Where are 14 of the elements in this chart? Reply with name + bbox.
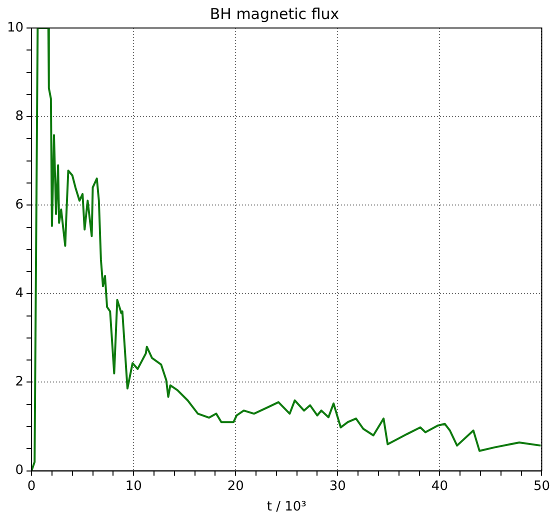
x-tick-label: 10	[125, 478, 142, 494]
y-tick-label: 10	[6, 20, 24, 36]
y-tick-label: 0	[15, 463, 24, 478]
x-tick-label: 50	[533, 478, 550, 494]
y-tick-label: 8	[15, 108, 24, 124]
chart-title: BH magnetic flux	[210, 4, 340, 23]
x-tick-label: 40	[431, 478, 448, 494]
y-tick-label: 6	[15, 197, 24, 212]
y-tick-label: 4	[15, 286, 24, 302]
x-tick-label: 20	[227, 478, 244, 494]
x-tick-label: 0	[27, 478, 36, 494]
x-axis-title: t / 10³	[266, 500, 306, 515]
x-tick-label: 30	[329, 478, 346, 494]
y-tick-label: 2	[15, 374, 24, 390]
